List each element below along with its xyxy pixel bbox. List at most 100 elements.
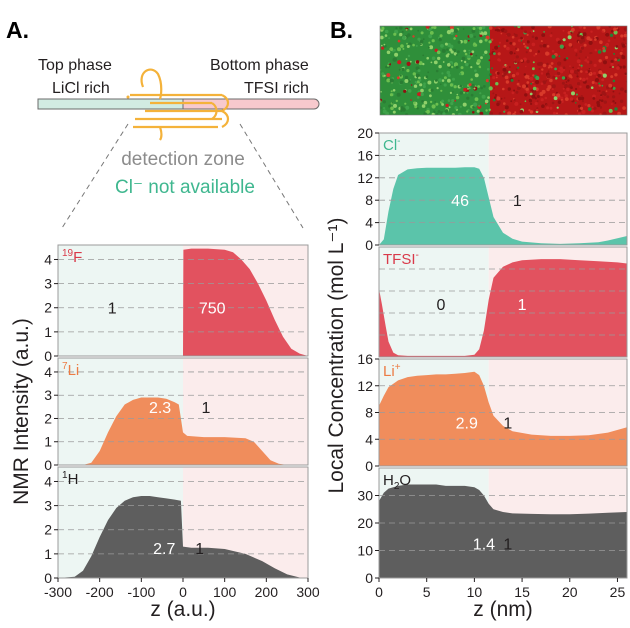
snapshot-particle [449, 83, 454, 87]
snapshot-particle [614, 58, 618, 61]
snapshot-particle [387, 64, 390, 67]
snapshot-particle [550, 32, 553, 34]
snapshot-particle [512, 42, 516, 46]
snapshot-particle [578, 109, 581, 112]
snapshot-particle [482, 53, 485, 56]
snapshot-particle [449, 44, 454, 49]
snapshot-particle [394, 52, 399, 57]
snapshot-particle [614, 107, 618, 111]
snapshot-particle [613, 27, 617, 32]
y-tick-label: 8 [365, 405, 373, 421]
snapshot-particle [562, 38, 566, 42]
snapshot-particle [409, 60, 412, 63]
snapshot-particle [393, 49, 396, 52]
annotation-ratio: 1.4 [473, 537, 495, 554]
snapshot-particle [438, 64, 442, 69]
snapshot-particle [520, 36, 523, 40]
snapshot-particle [484, 50, 488, 54]
snapshot-particle [396, 92, 401, 97]
snapshot-particle [529, 49, 532, 53]
snapshot-particle [612, 90, 615, 93]
snapshot-particle [514, 33, 518, 38]
snapshot-particle [485, 35, 490, 40]
snapshot-particle [578, 31, 581, 34]
snapshot-particle [498, 112, 502, 115]
series-area-19f [58, 248, 308, 356]
snapshot-particle [529, 76, 534, 81]
snapshot-particle [562, 29, 565, 32]
snapshot-particle [592, 71, 597, 75]
snapshot-particle [418, 61, 423, 66]
snapshot-particle [587, 104, 591, 108]
subplot-label-7li: 7Li [62, 361, 79, 379]
snapshot-particle [405, 105, 410, 110]
snapshot-particle [410, 84, 413, 86]
snapshot-particle [405, 113, 409, 115]
snapshot-particle [398, 68, 401, 71]
y-tick-label: 12 [357, 170, 373, 186]
snapshot-particle [449, 48, 453, 52]
snapshot-particle [612, 79, 616, 83]
y-tick-label: 3 [44, 276, 52, 292]
snapshot-particle [590, 30, 593, 33]
snapshot-particle [596, 100, 600, 105]
snapshot-particle [460, 66, 464, 70]
snapshot-particle [420, 43, 422, 46]
snapshot-particle [384, 29, 389, 34]
snapshot-particle [447, 99, 451, 102]
snapshot-particle [580, 95, 583, 98]
snapshot-particle [524, 100, 527, 102]
snapshot-particle [623, 27, 627, 32]
snapshot-particle [422, 62, 425, 66]
subplot-label-tfsi: TFSI- [383, 250, 419, 268]
snapshot-particle [456, 93, 459, 96]
snapshot-particle [553, 96, 558, 101]
snapshot-particle [457, 40, 461, 44]
snapshot-particle [472, 111, 475, 114]
snapshot-particle [402, 47, 405, 50]
snapshot-particle [540, 82, 544, 85]
snapshot-particle [513, 52, 516, 55]
snapshot-particle [401, 30, 404, 33]
snapshot-particle [455, 34, 458, 38]
snapshot-particle [551, 49, 555, 53]
y-tick-label: 2 [44, 522, 52, 538]
snapshot-particle [547, 70, 550, 73]
x-axis-title-a: z (a.u.) [150, 598, 215, 621]
snapshot-particle [509, 41, 513, 45]
snapshot-particle [459, 105, 462, 108]
snapshot-particle [586, 60, 590, 64]
snapshot-particle [582, 32, 587, 37]
snapshot-particle [564, 94, 568, 98]
snapshot-particle [423, 112, 427, 115]
snapshot-particle [537, 50, 540, 53]
snapshot-particle [481, 26, 486, 30]
snapshot-particle [503, 97, 506, 99]
snapshot-particle [515, 47, 518, 50]
snapshot-particle [503, 73, 507, 77]
snapshot-particle [515, 55, 519, 59]
snapshot-particle [468, 83, 472, 87]
nmr-tube-schematic: Top phase LiCl rich Bottom phase TFSI ri… [37, 57, 320, 229]
snapshot-particle [506, 32, 511, 37]
series-area-1h [58, 496, 308, 578]
snapshot-particle [535, 76, 540, 80]
snapshot-particle [446, 48, 449, 51]
snapshot-particle [524, 93, 528, 97]
snapshot-particle [420, 31, 424, 35]
bottom-phase-background [488, 133, 627, 245]
snapshot-particle [442, 112, 446, 115]
snapshot-particle [598, 84, 601, 87]
snapshot-particle [616, 27, 619, 30]
snapshot-particle [568, 43, 573, 47]
snapshot-particle [520, 27, 524, 30]
snapshot-particle [577, 82, 581, 86]
snapshot-particle [388, 37, 390, 39]
snapshot-particle [441, 103, 444, 106]
snapshot-particle [456, 54, 458, 56]
snapshot-particle [517, 66, 520, 69]
snapshot-particle [458, 72, 462, 76]
snapshot-particle [623, 38, 626, 41]
snapshot-particle [383, 74, 386, 77]
